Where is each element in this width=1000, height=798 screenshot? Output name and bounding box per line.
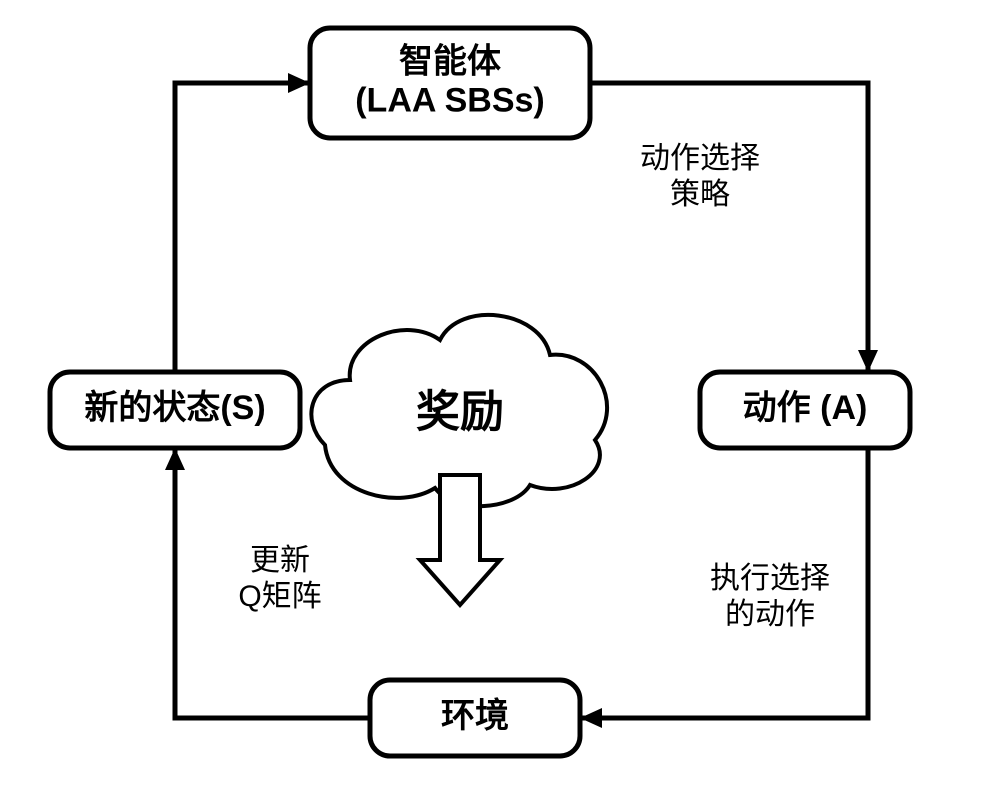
node-action-label: 动作 (A) [743,389,868,427]
node-agent-label: (LAA SBSs) [355,82,545,120]
node-state-label: 新的状态(S) [84,389,265,427]
edge-agent_to_action-label-0: 动作选择 [640,142,760,175]
edge-agent_to_action [590,83,868,372]
node-agent: 智能体(LAA SBSs) [310,28,590,138]
reward-cloud-label: 奖励 [416,388,504,437]
node-state: 新的状态(S) [50,372,300,448]
node-env-label: 环境 [441,697,509,735]
edge-env_to_state-label-1: Q矩阵 [238,580,321,613]
edge-env_to_state-label-0: 更新 [250,544,310,577]
reward-cloud: 奖励 [311,315,607,605]
edge-action_to_env-label-1: 的动作 [725,598,815,631]
edge-agent_to_action-label-1: 策略 [670,178,730,211]
rl-loop-diagram: 智能体(LAA SBSs) 动作 (A) 环境 新的状态(S) 奖励 动作选择策略执行… [0,0,1000,798]
node-env: 环境 [370,680,580,756]
edge-state_to_agent [175,83,310,372]
node-action: 动作 (A) [700,372,910,448]
edge-action_to_env-label-0: 执行选择 [710,562,830,595]
node-agent-label: 智能体 [399,42,501,80]
